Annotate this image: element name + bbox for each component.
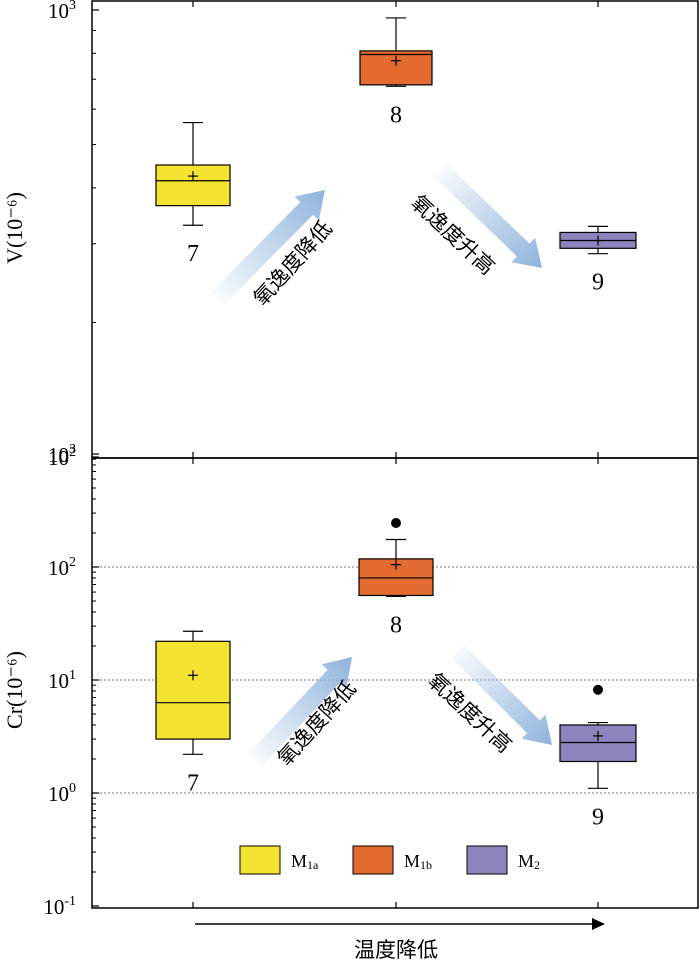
bottom-trend-arrows: 氧逸度降低 氧逸度升高 [248,645,552,770]
legend-swatch [239,845,281,875]
bottom-y-tick-label-0: 10-1 [43,894,76,919]
legend-label: M1b [404,851,432,872]
tick-base: 10 [48,669,69,693]
box-label-8: 8 [390,102,402,128]
legend-item-M2: M2 [466,845,540,875]
top-trend-arrows: 氧逸度降低 氧逸度升高 [211,163,542,310]
bottom-arrow-label-1: 氧逸度升高 [423,668,516,757]
tick-base: 10 [43,895,64,919]
tick-exponent: 2 [69,555,76,570]
legend-label-subscript: 2 [534,858,540,872]
legend: M1a M1b M2 [239,845,540,875]
x-axis-annotation: 温度降低 [195,918,605,962]
outlier-point [593,684,603,695]
bottom-box-M2: 9 [559,684,637,830]
box-iqr [155,640,231,740]
legend-label-main: M [291,851,307,871]
box-label-7: 7 [187,241,199,267]
tick-exponent: 3 [69,442,76,457]
bottom-y-tick-label-3: 102 [48,555,76,580]
x-axis-title: 温度降低 [354,938,438,962]
tick-base: 10 [48,782,69,806]
box-label-7: 7 [187,770,199,796]
tick-exponent: 3 [69,0,76,13]
box-iqr [559,724,637,763]
top-trend-arrow-0 [211,190,325,305]
tick-exponent: 0 [69,781,76,796]
legend-item-M1b: M1b [352,845,432,875]
bottom-y-tick-label-1: 100 [48,781,76,806]
bottom-box-M1b: 8 [358,518,434,638]
tick-exponent: 2 [69,445,76,460]
top-box-M2: 9 [559,225,637,296]
top-boxes: 7 8 9 [155,17,637,296]
bottom-trend-arrow-0 [248,657,352,767]
legend-label: M1a [291,851,319,872]
bottom-box-M1a: 7 [155,630,231,796]
top-y-tick-label-0: 102 [48,445,76,470]
bottom-y-tick-label-2: 101 [48,668,76,693]
bottom-y-tick-label-4: 103 [48,442,76,467]
top-box-M1a: 7 [155,121,231,267]
top-y-tick-label-1: 103 [48,0,76,23]
bottom-y-axis-title: Cr(10⁻⁶) [2,651,27,729]
legend-item-M1a: M1a [239,845,319,875]
top-y-axis-title: V(10⁻⁶) [2,192,27,264]
box-label-8: 8 [390,612,402,638]
tick-base: 10 [48,0,69,23]
tick-base: 10 [48,556,69,580]
legend-label-main: M [518,851,534,871]
x-direction-arrow-head [592,918,605,930]
top-box-M1b: 8 [359,17,433,128]
legend-swatch [466,845,508,875]
legend-label-subscript: 1b [420,858,432,872]
tick-exponent: -1 [64,894,76,909]
tick-base: 10 [48,443,69,467]
bottom-panel-frame [91,457,699,909]
legend-label: M2 [518,851,540,872]
tick-base: 10 [48,446,69,470]
legend-label-subscript: 1a [307,858,319,872]
top-trend-arrow-1 [433,163,542,268]
box-label-9: 9 [592,804,604,830]
box-label-9: 9 [592,270,604,296]
bottom-boxes: 7 8 9 [155,518,637,830]
tick-exponent: 1 [69,668,76,683]
bottom-trend-arrow-1 [451,645,552,745]
legend-swatch [352,845,394,875]
outlier-point [391,518,401,529]
legend-label-main: M [404,851,420,871]
